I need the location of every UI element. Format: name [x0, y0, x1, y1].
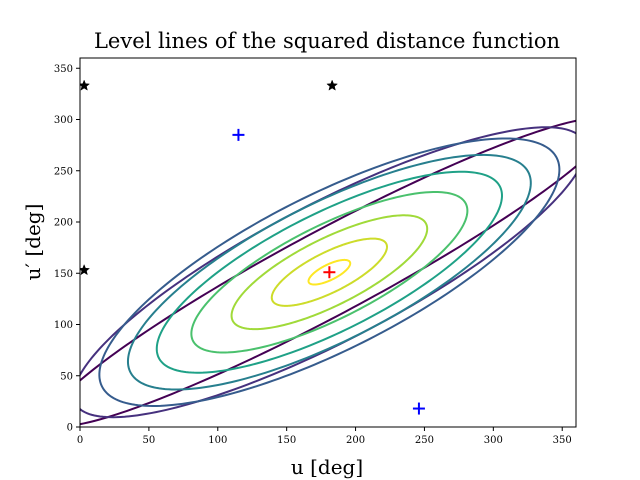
contour-level-6: [190, 190, 469, 354]
x-tick-label: 200: [346, 435, 365, 446]
x-tick-label: 0: [77, 435, 83, 446]
plot-frame: [79, 57, 577, 428]
y-tick-label: 150: [54, 269, 73, 280]
x-tick-label: 250: [415, 435, 434, 446]
x-axis-label: u [deg]: [291, 455, 363, 479]
blue-plus-2-marker: [412, 402, 425, 415]
contour-lines: [80, 119, 576, 426]
y-tick-label: 100: [54, 320, 73, 331]
blue-plus-1-marker: [232, 128, 245, 141]
contour-level-4: [126, 153, 532, 391]
x-tick-label: 150: [277, 435, 296, 446]
red-plus-marker: [323, 266, 336, 279]
y-ticks: 0 50 100 150 200 250 300 350: [54, 64, 80, 434]
y-axis-label: u′ [deg]: [21, 204, 45, 281]
contour-level-9: [307, 258, 352, 286]
y-tick-label: 350: [54, 64, 73, 75]
x-tick-label: 100: [208, 435, 227, 446]
y-tick-label: 250: [54, 166, 73, 177]
chart-title: Level lines of the squared distance func…: [94, 29, 560, 53]
y-tick-label: 200: [54, 218, 73, 229]
contour-level-3: [98, 137, 561, 407]
y-tick-label: 50: [60, 371, 73, 382]
x-tick-label: 350: [553, 435, 572, 446]
contour-level-5: [155, 170, 503, 374]
y-tick-label: 0: [67, 423, 73, 434]
x-ticks: 0 50 100 150 200 250 300 350: [77, 427, 572, 446]
x-tick-label: 300: [484, 435, 503, 446]
contour-level-7: [230, 214, 429, 331]
contour-level-2: [80, 126, 576, 419]
star-3-marker: [326, 79, 339, 91]
x-tick-label: 50: [143, 435, 156, 446]
y-tick-label: 300: [54, 115, 73, 126]
contour-level-1: [80, 119, 576, 426]
contour-level-8: [270, 237, 388, 307]
